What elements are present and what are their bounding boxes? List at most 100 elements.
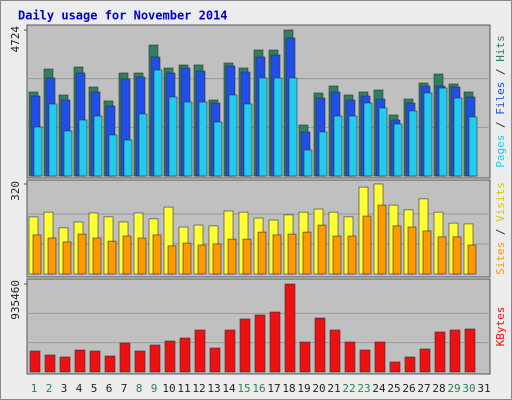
y-tick-label: 935460 [9,280,22,320]
x-tick-label: 27 [417,382,430,395]
legend: Pages / Files / Hits [494,35,507,168]
bar [197,244,207,275]
bar [224,329,236,373]
bar [422,230,432,275]
bar [393,123,403,177]
bar [138,113,148,177]
legend-entry: KBytes [494,307,507,347]
x-tick-label: 18 [282,382,295,395]
bar [329,329,341,373]
bar [108,134,118,177]
bar [269,311,281,373]
bar [59,356,71,373]
bar [182,242,192,275]
bar [423,92,433,177]
y-tick-label: 320 [9,181,22,201]
bar [134,350,146,373]
x-tick-label: 16 [252,382,265,395]
bar [362,215,372,275]
x-tick-label: 20 [312,382,325,395]
bar [392,225,402,275]
x-tick-label: 26 [402,382,415,395]
bar [239,318,251,373]
bar [407,226,417,275]
bar [228,94,238,177]
legend-separator: / [494,62,507,82]
bar [332,235,342,275]
bar [137,237,147,275]
bar [168,96,178,177]
bar [344,341,356,373]
bar [152,234,162,275]
y-tick-label: 4724 [9,26,22,53]
bar [299,341,311,373]
x-tick-label: 4 [76,382,83,395]
x-tick-label: 23 [357,382,370,395]
x-tick-label: 11 [177,382,190,395]
bar [464,328,476,373]
legend-separator: / [494,222,507,242]
legend-separator: / [494,115,507,135]
bar [404,356,416,373]
x-tick-label: 17 [267,382,280,395]
bar [467,244,477,275]
bar [288,77,298,177]
bar [48,103,58,177]
bar [449,329,461,373]
bar [212,243,222,275]
bar [452,236,462,275]
x-tick-label: 14 [222,382,236,395]
bar [318,131,328,177]
bar [209,347,221,373]
bar [363,102,373,177]
bar [272,234,282,275]
bar [419,348,431,373]
bar [213,121,223,177]
bar [302,231,312,275]
x-tick-label: 6 [106,382,113,395]
legend-entry: Pages [494,135,507,168]
bar [377,204,387,275]
bar [314,317,326,373]
bar [198,101,208,177]
legend-entry: Sites [494,242,507,275]
x-tick-label: 28 [432,382,445,395]
x-tick-label: 22 [342,382,355,395]
bar [333,115,343,177]
x-tick-label: 12 [192,382,205,395]
bar [183,101,193,177]
legend-entry: Hits [494,35,507,62]
bar [254,314,266,373]
bar [194,329,206,373]
x-tick-label: 1 [31,382,38,395]
bar [89,350,101,373]
bar [284,283,296,373]
bar [119,342,131,373]
bar [104,355,116,373]
bar [227,238,237,275]
x-tick-label: 15 [237,382,250,395]
bar [273,77,283,177]
bar [287,233,297,275]
bar [453,97,463,177]
bar [434,331,446,373]
bar [468,116,478,177]
bar [359,349,371,373]
x-tick-label: 21 [327,382,340,395]
x-tick-label: 8 [136,382,143,395]
bar [93,115,103,177]
bar [78,119,88,177]
x-tick-label: 10 [162,382,175,395]
bar [63,130,73,177]
bar [374,341,386,373]
bar [347,235,357,275]
bar [179,337,191,373]
bar [62,241,72,275]
x-tick-label: 30 [462,382,475,395]
x-tick-label: 5 [91,382,98,395]
chart-title: Daily usage for November 2014 [18,9,228,23]
bar [258,77,268,177]
bar [123,139,133,177]
bar [29,350,41,373]
